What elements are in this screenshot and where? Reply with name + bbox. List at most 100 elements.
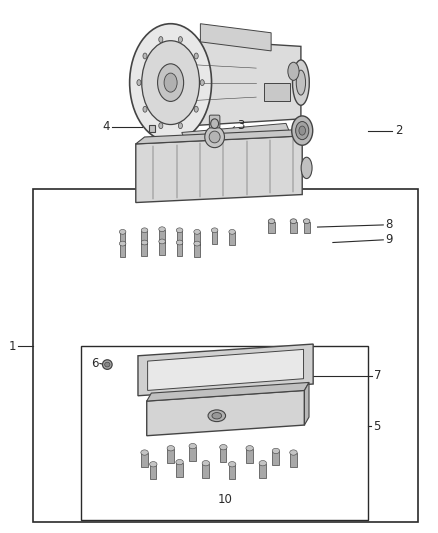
Bar [149, 125, 155, 132]
Bar [159, 230, 165, 243]
Bar [120, 232, 125, 245]
Bar [290, 222, 297, 233]
Ellipse shape [296, 70, 306, 95]
FancyBboxPatch shape [264, 83, 290, 101]
Ellipse shape [290, 450, 297, 455]
Polygon shape [138, 344, 313, 395]
Bar [268, 222, 275, 233]
Ellipse shape [211, 228, 218, 232]
Ellipse shape [288, 62, 299, 80]
Ellipse shape [299, 126, 305, 135]
Ellipse shape [176, 459, 183, 465]
Bar [167, 449, 174, 463]
Ellipse shape [272, 448, 279, 454]
Ellipse shape [159, 123, 163, 128]
Ellipse shape [293, 60, 309, 106]
Polygon shape [136, 136, 302, 203]
Ellipse shape [200, 79, 204, 86]
FancyBboxPatch shape [209, 115, 220, 128]
Text: 9: 9 [385, 233, 393, 246]
Bar [141, 243, 147, 256]
Text: 8: 8 [385, 219, 392, 231]
Polygon shape [147, 383, 309, 401]
Ellipse shape [194, 53, 198, 59]
Ellipse shape [194, 229, 200, 235]
Ellipse shape [229, 462, 236, 467]
Ellipse shape [176, 240, 183, 245]
Ellipse shape [189, 443, 196, 449]
Ellipse shape [194, 106, 198, 112]
Ellipse shape [194, 241, 200, 246]
Ellipse shape [176, 228, 183, 232]
Bar [272, 451, 279, 465]
Bar [159, 242, 165, 255]
Bar [141, 231, 147, 244]
Ellipse shape [141, 228, 148, 232]
Text: 6: 6 [91, 357, 99, 370]
Text: 3: 3 [237, 119, 244, 132]
Ellipse shape [102, 360, 112, 369]
Text: 4: 4 [102, 120, 110, 133]
Bar [194, 232, 200, 245]
Ellipse shape [159, 227, 166, 231]
Ellipse shape [149, 462, 157, 467]
Ellipse shape [208, 410, 226, 422]
Ellipse shape [290, 219, 297, 224]
Bar [189, 447, 196, 461]
Ellipse shape [158, 64, 184, 101]
Bar [141, 453, 148, 467]
Bar [304, 222, 310, 233]
Ellipse shape [229, 229, 236, 235]
Ellipse shape [142, 41, 199, 125]
Bar [220, 448, 226, 462]
Ellipse shape [211, 119, 219, 128]
Polygon shape [147, 390, 304, 436]
Polygon shape [182, 124, 293, 150]
Ellipse shape [119, 229, 126, 235]
Bar [229, 465, 235, 479]
Ellipse shape [202, 461, 209, 466]
Ellipse shape [159, 239, 166, 244]
Text: 10: 10 [218, 494, 233, 506]
Ellipse shape [296, 122, 309, 140]
Ellipse shape [246, 446, 253, 451]
Ellipse shape [303, 219, 310, 224]
Polygon shape [304, 383, 309, 425]
Ellipse shape [212, 413, 222, 419]
Bar [177, 231, 182, 244]
Text: 2: 2 [395, 124, 403, 137]
Bar [120, 244, 125, 257]
Ellipse shape [178, 123, 183, 128]
Ellipse shape [219, 445, 227, 450]
Ellipse shape [143, 106, 147, 112]
Bar [202, 464, 209, 478]
Ellipse shape [105, 362, 110, 367]
Ellipse shape [259, 461, 266, 466]
Bar [290, 453, 297, 467]
Bar [246, 449, 253, 463]
Ellipse shape [292, 116, 313, 145]
Polygon shape [136, 129, 311, 144]
Bar [229, 232, 235, 245]
Text: 1: 1 [8, 340, 16, 353]
Ellipse shape [178, 37, 183, 43]
Ellipse shape [119, 241, 126, 246]
Ellipse shape [205, 126, 224, 148]
Ellipse shape [167, 446, 174, 451]
Bar [176, 463, 183, 477]
Bar [150, 465, 156, 479]
Ellipse shape [268, 219, 275, 224]
Ellipse shape [137, 79, 141, 86]
Ellipse shape [141, 450, 148, 455]
Text: 5: 5 [373, 420, 380, 433]
Ellipse shape [143, 53, 147, 59]
Text: 7: 7 [374, 369, 382, 382]
Ellipse shape [141, 240, 148, 245]
Polygon shape [156, 37, 301, 128]
Ellipse shape [164, 73, 177, 92]
Bar [177, 243, 182, 256]
Polygon shape [148, 350, 304, 390]
Bar [259, 464, 266, 478]
Ellipse shape [130, 23, 212, 142]
Polygon shape [201, 23, 271, 51]
